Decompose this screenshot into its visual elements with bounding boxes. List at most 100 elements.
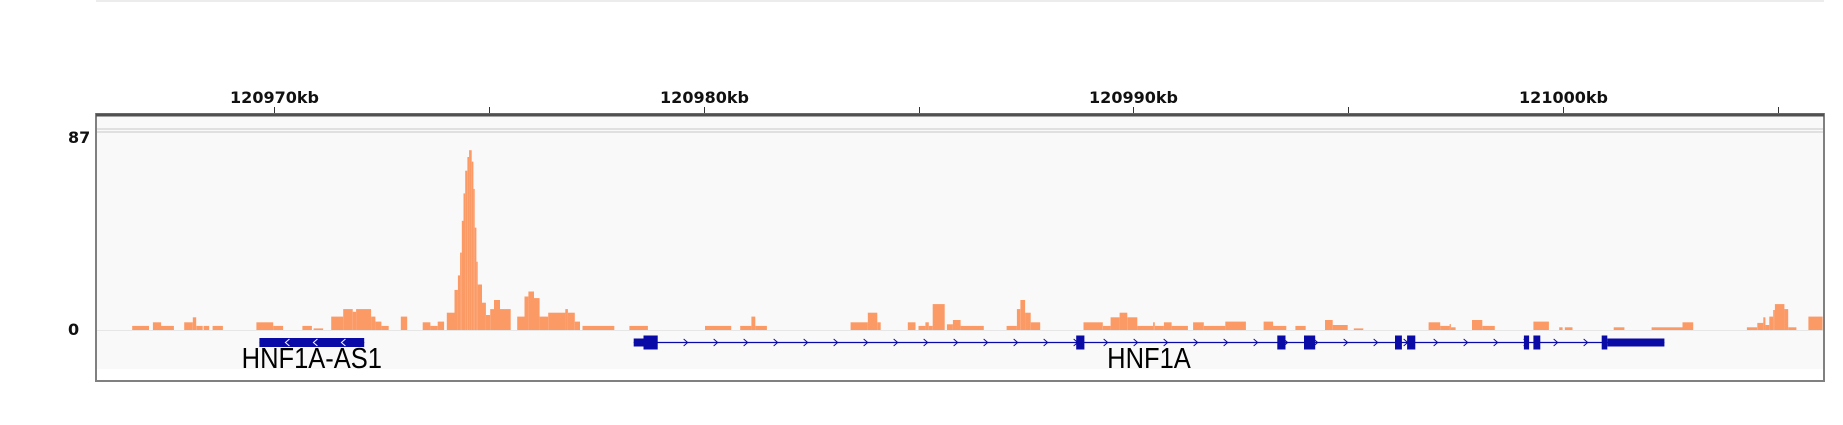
gene-utr — [1607, 338, 1665, 347]
coverage-bar — [850, 322, 868, 330]
coverage-bar — [474, 227, 477, 330]
coverage-bar — [1472, 320, 1483, 330]
coverage-bar — [1083, 322, 1103, 330]
coverage-bar — [1295, 325, 1306, 330]
coverage-bar — [1746, 327, 1758, 330]
coverage-bar — [1769, 316, 1774, 330]
coverage-bar — [343, 309, 353, 330]
gene-label: HNF1A — [1107, 341, 1191, 374]
strand-chevron-right-icon — [773, 338, 779, 347]
strand-chevron-right-icon — [1463, 338, 1469, 347]
coverage-bar — [517, 316, 525, 330]
coverage-bar — [1163, 322, 1172, 330]
strand-chevron-left-icon — [340, 338, 346, 347]
strand-chevron-right-icon — [803, 338, 809, 347]
strand-chevron-left-icon — [312, 338, 318, 347]
strand-chevron-right-icon — [983, 338, 989, 347]
coverage-bar — [1765, 325, 1770, 330]
coverage-bar — [867, 312, 878, 330]
coverage-bar — [705, 325, 732, 330]
gene-exon — [1277, 335, 1286, 350]
coverage-bar — [203, 325, 210, 330]
strand-chevron-right-icon — [1013, 338, 1019, 347]
strand-chevron-right-icon — [1493, 338, 1499, 347]
coverage-bar — [256, 322, 274, 330]
coverage-bar — [184, 322, 193, 330]
coverage-bar — [1784, 309, 1789, 330]
strand-chevron-right-icon — [683, 338, 689, 347]
coverage-bar — [161, 325, 174, 330]
coverage-bar — [1102, 325, 1111, 330]
coverage-bar — [534, 298, 540, 330]
coverage-bar — [375, 321, 382, 330]
coverage-bar — [1025, 312, 1031, 330]
coverage-bar — [952, 320, 961, 330]
coverage-bar — [548, 312, 566, 330]
gene-track[interactable]: HNF1A-AS1 HNF1A — [242, 335, 1665, 375]
gene-exon — [643, 335, 658, 350]
coverage-bar — [381, 325, 389, 330]
coverage-bar — [465, 170, 468, 330]
coverage-bar — [928, 325, 933, 330]
coverage-bar — [1788, 327, 1797, 330]
coverage-bar — [1263, 321, 1274, 330]
data-range-min-label: 0 — [68, 320, 79, 339]
coverage-bar — [1808, 316, 1823, 330]
strand-chevron-right-icon — [923, 338, 929, 347]
gene-utr — [633, 338, 644, 347]
coverage-bar — [1119, 312, 1128, 330]
coverage-bar — [152, 322, 162, 330]
coverage-bar — [460, 252, 462, 330]
coverage-bar — [302, 325, 312, 330]
coverage-bar — [1110, 317, 1120, 330]
coverage-bar — [461, 220, 464, 330]
strand-chevron-right-icon — [743, 338, 749, 347]
coverage-bar — [476, 261, 478, 330]
coverage-bar — [494, 300, 500, 330]
coverage-bar — [565, 309, 568, 330]
ruler[interactable]: 120970kb 120980kb 120990kb 121000kb — [230, 88, 1779, 114]
coverage-track[interactable] — [132, 150, 1823, 330]
coverage-bar — [1757, 322, 1764, 330]
strand-chevron-right-icon — [1043, 338, 1049, 347]
ruler-tick-label: 120980kb — [660, 88, 749, 107]
coverage-bar — [1482, 325, 1495, 330]
strand-chevron-right-icon — [1163, 338, 1169, 347]
strand-chevron-right-icon — [1103, 338, 1109, 347]
coverage-bar — [1171, 325, 1188, 330]
coverage-bar — [371, 316, 376, 330]
gene-exon — [1523, 335, 1530, 350]
coverage-bar — [751, 316, 756, 330]
coverage-bar — [1273, 325, 1287, 330]
coverage-bar — [528, 291, 534, 330]
coverage-bar — [1682, 322, 1694, 330]
coverage-bar — [454, 289, 458, 330]
coverage-bar — [1559, 327, 1563, 330]
coverage-bar — [629, 325, 648, 330]
gene-hnf1a-as1[interactable]: HNF1A-AS1 — [242, 338, 382, 374]
coverage-bar — [313, 328, 324, 330]
coverage-bar — [1020, 300, 1026, 330]
coverage-bar — [1127, 317, 1138, 330]
coverage-bar — [196, 325, 203, 330]
coverage-bar — [1774, 304, 1785, 330]
coverage-bar — [960, 325, 984, 330]
coverage-bar — [132, 325, 149, 330]
coverage-bar — [273, 325, 284, 330]
strand-chevron-right-icon — [713, 338, 719, 347]
strand-chevron-right-icon — [1193, 338, 1199, 347]
gene-hnf1a[interactable]: HNF1A — [633, 335, 1665, 375]
coverage-bar — [567, 312, 575, 330]
coverage-bar — [212, 325, 223, 330]
strand-chevron-left-icon — [284, 338, 290, 347]
coverage-bar — [500, 309, 511, 330]
strand-chevron-right-icon — [1553, 338, 1559, 347]
coverage-bar — [356, 309, 372, 330]
coverage-bar — [473, 188, 475, 330]
strand-chevron-right-icon — [833, 338, 839, 347]
gene-exon — [1076, 335, 1085, 350]
coverage-bar — [539, 316, 549, 330]
coverage-bar — [1763, 317, 1766, 330]
coverage-bar — [1325, 320, 1333, 330]
